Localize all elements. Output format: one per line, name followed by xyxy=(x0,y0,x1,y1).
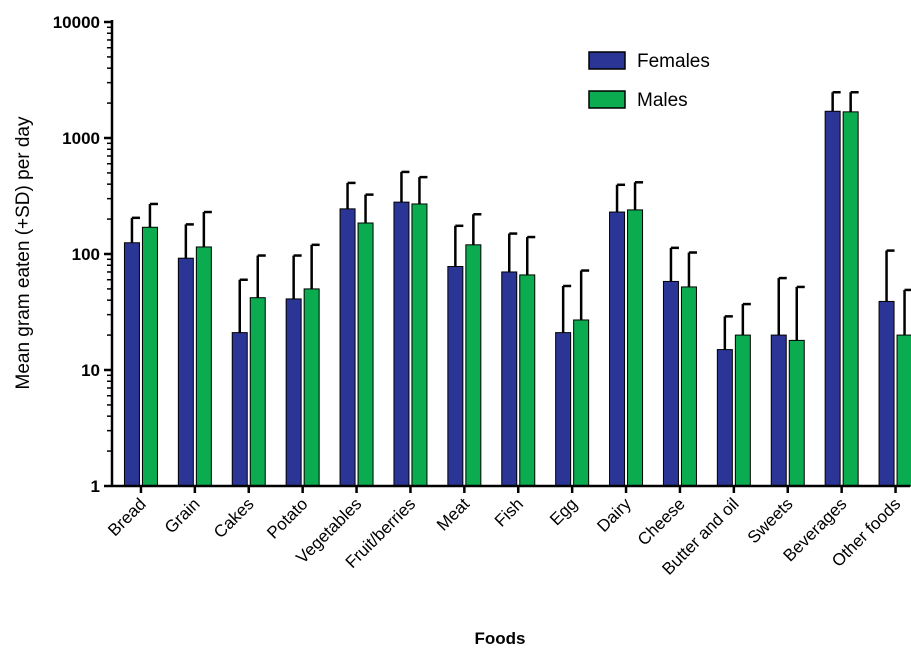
x-tick-label: Cheese xyxy=(634,494,689,549)
bar-males xyxy=(195,246,212,487)
bar-females xyxy=(716,349,733,487)
legend-label-females: Females xyxy=(637,51,710,72)
bar-females xyxy=(824,110,841,487)
bar-males xyxy=(842,111,859,487)
bar-males xyxy=(680,286,697,487)
bar-males xyxy=(357,222,374,487)
bar-males xyxy=(465,244,482,487)
bar-males xyxy=(249,297,266,487)
bar-females xyxy=(501,271,518,487)
x-tick-label: Egg xyxy=(546,494,581,529)
x-tick-label: Cakes xyxy=(210,494,258,542)
bar-females xyxy=(339,208,356,487)
bar-males xyxy=(411,203,428,487)
y-tick-label: 100 xyxy=(72,245,100,264)
y-tick-label: 10 xyxy=(81,361,100,380)
y-tick-label: 10000 xyxy=(53,13,100,32)
x-tick-label: Meat xyxy=(433,494,473,534)
legend-swatch-females xyxy=(588,51,626,70)
bar-males xyxy=(303,288,320,487)
legend-swatch-males xyxy=(588,90,626,109)
x-tick-label: Potato xyxy=(263,494,311,542)
bar-males xyxy=(788,339,805,487)
legend: Females Males xyxy=(588,51,710,111)
bars-layer xyxy=(123,90,911,487)
bar-males xyxy=(519,274,536,487)
bar-females xyxy=(177,257,194,487)
bar-females xyxy=(393,201,410,487)
y-tick-label: 1000 xyxy=(62,129,100,148)
bar-females xyxy=(231,332,248,487)
bar-males xyxy=(627,209,644,487)
bar-females xyxy=(878,300,895,487)
bar-females xyxy=(662,280,679,487)
bar-females xyxy=(770,334,787,487)
x-tick-label: Grain xyxy=(161,494,204,537)
x-axis-title: Foods xyxy=(475,629,526,648)
y-tick-label: 1 xyxy=(91,477,100,496)
bar-males xyxy=(734,334,751,487)
bar-males xyxy=(141,226,158,487)
bar-females xyxy=(123,242,140,487)
x-tick-label: Dairy xyxy=(593,494,635,536)
x-tick-label: Sweets xyxy=(744,494,797,547)
bar-males xyxy=(573,319,590,487)
legend-label-males: Males xyxy=(637,90,688,111)
bar-females xyxy=(609,211,626,487)
bar-females xyxy=(447,266,464,487)
bar-females xyxy=(285,298,302,487)
x-tick-label: Fish xyxy=(491,494,527,530)
bar-females xyxy=(555,332,572,487)
bar-males xyxy=(896,334,911,487)
y-axis-title: Mean gram eaten (+SD) per day xyxy=(13,116,34,389)
x-tick-label: Bread xyxy=(104,494,150,540)
